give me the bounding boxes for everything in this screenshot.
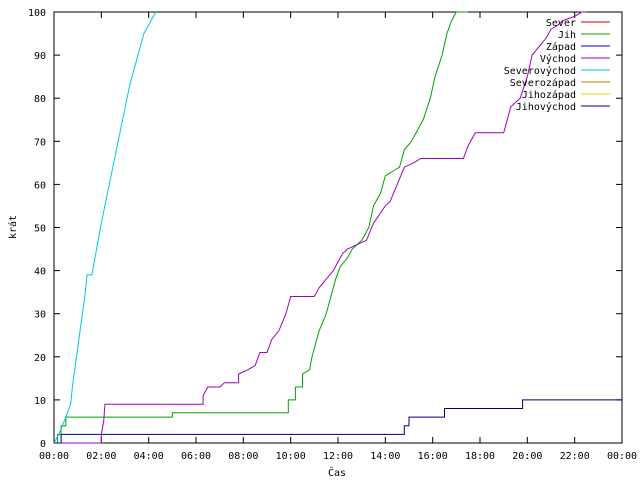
series-line-jih <box>54 11 469 444</box>
series-line-severovýchod <box>53 11 157 444</box>
legend: SeverJihZápadVýchodSeverovýchodSeverozáp… <box>504 18 610 113</box>
x-tick-label: 14:00 <box>370 451 400 462</box>
legend-label: Jih <box>558 30 576 41</box>
x-axis-label: Čas <box>328 466 346 479</box>
y-tick-label: 40 <box>34 267 46 278</box>
legend-label: Severovýchod <box>504 65 576 77</box>
x-tick-label: 02:00 <box>86 451 116 462</box>
legend-label: Jihovýchod <box>516 101 576 113</box>
y-tick-label: 20 <box>34 353 46 364</box>
series-line-jihovýchod <box>54 399 622 444</box>
y-tick-label: 80 <box>34 94 46 105</box>
x-tick-label: 00:00 <box>39 451 69 462</box>
y-axis-label: krát <box>7 215 19 239</box>
x-tick-label: 06:00 <box>181 451 211 462</box>
legend-label: Sever <box>546 18 576 29</box>
series-line-východ <box>54 11 587 444</box>
x-tick-label: 16:00 <box>418 451 448 462</box>
y-tick-label: 90 <box>34 51 46 62</box>
legend-label: Západ <box>546 41 576 53</box>
x-tick-label: 20:00 <box>512 451 542 462</box>
y-tick-label: 0 <box>40 439 46 450</box>
x-tick-label: 10:00 <box>276 451 306 462</box>
y-tick-label: 100 <box>28 8 46 19</box>
x-tick-label: 18:00 <box>465 451 495 462</box>
x-tick-label: 00:00 <box>607 451 637 462</box>
x-tick-label: 22:00 <box>560 451 590 462</box>
x-tick-label: 08:00 <box>228 451 258 462</box>
y-tick-label: 10 <box>34 396 46 407</box>
x-tick-label: 04:00 <box>134 451 164 462</box>
legend-label: Severozápad <box>510 77 576 89</box>
y-tick-label: 50 <box>34 224 46 235</box>
axes: 0 10 20 30 40 50 60 70 80 90 100 00:00 02:00 04:00 06:… <box>28 8 637 462</box>
legend-label: Východ <box>540 53 576 65</box>
x-tick-label: 12:00 <box>323 451 353 462</box>
y-tick-label: 60 <box>34 180 46 191</box>
y-tick-label: 70 <box>34 137 46 148</box>
legend-label: Jihozápad <box>522 89 576 101</box>
series-layer <box>53 11 622 444</box>
y-tick-label: 30 <box>34 310 46 321</box>
